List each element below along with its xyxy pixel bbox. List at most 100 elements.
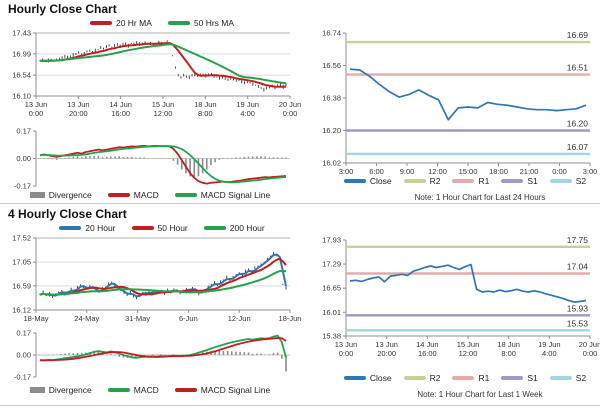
svg-text:18:00: 18:00 [489, 167, 508, 176]
legend-label: Close [369, 373, 392, 383]
legend-item: 200 Hour [203, 223, 265, 233]
legend-label: Close [369, 176, 392, 186]
svg-text:16.07: 16.07 [567, 142, 589, 152]
svg-text:18-Jun: 18-Jun [279, 314, 302, 323]
4hourly-macd-chart: 0.17 0.00 -0.17 [14, 329, 290, 382]
svg-text:14 Jun: 14 Jun [109, 100, 132, 109]
svg-text:15.38: 15.38 [322, 332, 341, 341]
legend-swatch-r1 [452, 179, 475, 183]
svg-text:19 Jun: 19 Jun [236, 100, 259, 109]
svg-text:16:00: 16:00 [111, 109, 130, 118]
svg-text:0:00: 0:00 [339, 349, 354, 358]
svg-text:0.17: 0.17 [16, 127, 31, 136]
legend-label: R1 [478, 176, 490, 186]
hourly-levels-note: Note: 1 Hour Chart for Last 24 Hours [414, 193, 546, 202]
hourly-levels-legend: Close R2 R1 S1 S2 [340, 176, 590, 186]
svg-text:6-Jun: 6-Jun [179, 314, 198, 323]
legend-label: MACD [133, 385, 159, 395]
legend-swatch-s2 [549, 376, 572, 380]
svg-text:-0.17: -0.17 [14, 182, 31, 191]
svg-text:14 Jun: 14 Jun [416, 340, 439, 349]
4hourly-close-chart-panel: 4 Hourly Close Chart 20 Hour 50 Hour 200 H… [0, 205, 302, 405]
legend-item: MACD [107, 190, 159, 200]
legend-label: MACD Signal Line [200, 190, 271, 200]
svg-text:-0.17: -0.17 [14, 373, 31, 382]
4hourly-chart-title: 4 Hourly Close Chart [8, 207, 127, 221]
hourly-ma-legend: 20 Hr MA 50 Hrs MA [34, 18, 290, 28]
legend-swatch-divergence [29, 387, 45, 393]
legend-item: R1 [452, 373, 489, 383]
svg-text:15:00: 15:00 [459, 167, 478, 176]
legend-item: Divergence [29, 385, 92, 395]
legend-label: 20 Hr MA [115, 18, 152, 28]
legend-swatch-macd [107, 193, 130, 197]
weekly-levels-panel: 17.93 17.29 16.65 16.01 15.38 13 Jun 0:00 13 Ju… [300, 205, 600, 405]
svg-text:13 Jun: 13 Jun [25, 100, 48, 109]
legend-item: R2 [403, 176, 441, 186]
legend-item: R2 [403, 373, 440, 383]
svg-text:0.00: 0.00 [16, 154, 31, 163]
svg-text:16.01: 16.01 [322, 308, 341, 317]
svg-text:16.74: 16.74 [322, 29, 341, 38]
svg-text:16.99: 16.99 [12, 49, 31, 58]
svg-text:0:00: 0:00 [283, 109, 298, 118]
hourly-close-chart-panel: Hourly Close Chart 20 Hr MA 50 Hrs MA 17.… [0, 0, 302, 203]
bottom-divider [0, 405, 600, 406]
svg-text:19 Jun: 19 Jun [538, 340, 561, 349]
legend-item: Close [343, 176, 392, 186]
svg-text:15 Jun: 15 Jun [457, 340, 480, 349]
svg-text:16.65: 16.65 [322, 284, 341, 293]
svg-text:18-May: 18-May [23, 314, 48, 323]
svg-text:0:00: 0:00 [29, 109, 44, 118]
svg-text:20 Jun: 20 Jun [579, 340, 600, 349]
svg-text:20:00: 20:00 [377, 349, 396, 358]
legend-swatch-s1 [501, 179, 524, 183]
legend-swatch-s2 [549, 179, 572, 183]
svg-text:17.04: 17.04 [567, 262, 589, 272]
legend-item: MACD Signal Line [174, 385, 270, 395]
svg-text:0.17: 0.17 [16, 329, 31, 338]
svg-text:16.54: 16.54 [12, 71, 31, 80]
svg-text:9:00: 9:00 [400, 167, 415, 176]
svg-text:13 Jun: 13 Jun [375, 340, 398, 349]
legend-item: S2 [549, 373, 586, 383]
legend-item: 20 Hour [59, 223, 116, 233]
svg-text:16.56: 16.56 [322, 61, 341, 70]
svg-text:20:00: 20:00 [69, 109, 88, 118]
svg-text:16:00: 16:00 [418, 349, 437, 358]
svg-text:12:00: 12:00 [459, 349, 478, 358]
legend-item: Divergence [29, 190, 92, 200]
svg-text:17.05: 17.05 [12, 258, 31, 267]
legend-swatch-r2 [403, 376, 426, 380]
svg-text:24-May: 24-May [74, 314, 99, 323]
svg-text:4:00: 4:00 [240, 109, 255, 118]
svg-text:31-May: 31-May [125, 314, 150, 323]
svg-text:16.51: 16.51 [567, 63, 589, 73]
svg-text:17.75: 17.75 [567, 235, 589, 245]
svg-text:12:00: 12:00 [154, 109, 173, 118]
legend-label: R2 [429, 176, 441, 186]
svg-text:20 Jun: 20 Jun [279, 100, 302, 109]
legend-label: Divergence [48, 385, 92, 395]
svg-text:13 Jun: 13 Jun [335, 340, 358, 349]
svg-text:15.93: 15.93 [567, 303, 589, 313]
svg-text:17.43: 17.43 [12, 29, 31, 38]
legend-swatch-s1 [501, 376, 524, 380]
svg-text:6:00: 6:00 [369, 167, 384, 176]
4hourly-ma-legend: 20 Hour 50 Hour 200 Hour [34, 223, 290, 233]
svg-text:13 Jun: 13 Jun [67, 100, 90, 109]
legend-swatch-divergence [29, 192, 45, 198]
svg-text:17.29: 17.29 [322, 260, 341, 269]
svg-text:17.52: 17.52 [12, 234, 31, 243]
svg-text:3:00: 3:00 [583, 167, 598, 176]
legend-swatch-macd-signal-line [174, 193, 197, 197]
svg-text:17.93: 17.93 [322, 236, 341, 245]
legend-swatch-200-hour [203, 226, 226, 230]
svg-text:4:00: 4:00 [542, 349, 557, 358]
legend-item: MACD Signal Line [174, 190, 271, 200]
weekly-levels-note: Note: 1 Hour Chart for Last 1 Week [417, 390, 543, 399]
svg-text:16.69: 16.69 [567, 30, 589, 40]
legend-label: 20 Hour [85, 223, 116, 233]
